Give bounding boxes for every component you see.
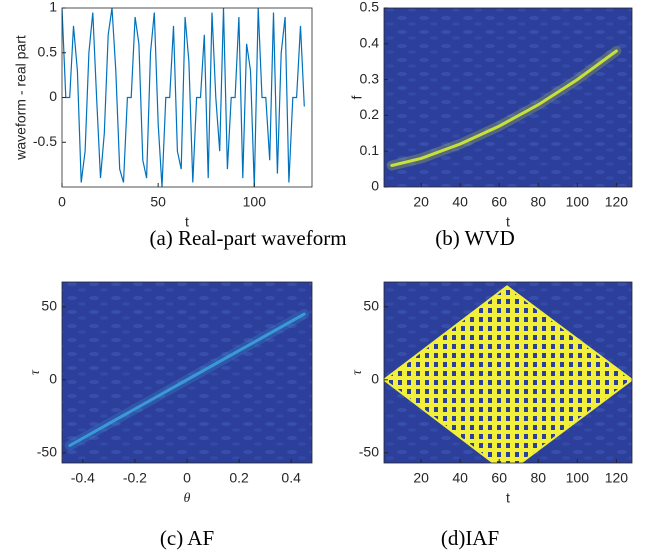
caption: (b) WVD — [435, 226, 515, 250]
y-tick-label: 50 — [41, 298, 57, 314]
x-tick-label: 20 — [413, 194, 429, 210]
ridge — [390, 49, 618, 167]
x-tick-label: 100 — [566, 470, 590, 486]
y-tick-label: -0.5 — [33, 133, 57, 149]
axes-box — [383, 7, 633, 188]
x-axis-label: t — [506, 214, 510, 230]
x-tick-label: 0.2 — [229, 470, 249, 486]
plot-area — [384, 282, 632, 463]
x-tick-label: 80 — [530, 470, 546, 486]
y-tick-label: 0.5 — [38, 43, 58, 59]
y-axis-label: τ — [28, 369, 43, 375]
x-tick-label: 80 — [530, 194, 546, 210]
subplot: 20 40 60 80 100 120 -50 0 50 t τ (d)IAF — [350, 281, 633, 550]
subplot: 0 50 100 -0.5 0 0.5 1 t waveform - real part (a) … — [13, 0, 347, 250]
x-axis-label: t — [506, 490, 510, 506]
heatmap-texture — [62, 282, 312, 463]
x-tick-label: 0 — [58, 194, 66, 210]
y-tick-label: 0.5 — [360, 0, 380, 15]
y-tick-label: 0 — [49, 371, 57, 387]
caption: (a) Real-part waveform — [149, 226, 346, 250]
x-tick-label: 0 — [183, 470, 191, 486]
y-tick-label: -50 — [359, 443, 379, 459]
x-tick-label: 120 — [605, 470, 629, 486]
x-tick-label: 120 — [605, 194, 629, 210]
x-tick-label: 50 — [150, 194, 166, 210]
ridge — [68, 312, 306, 447]
y-tick-label: 0.2 — [360, 106, 380, 122]
y-tick-label: 1 — [49, 0, 57, 15]
x-tick-label: -0.4 — [71, 470, 95, 486]
x-tick-label: 0.4 — [281, 470, 301, 486]
plot-area — [62, 8, 305, 187]
x-tick-label: 40 — [452, 470, 468, 486]
axes-box — [383, 281, 633, 464]
y-axis-label: τ — [350, 369, 365, 375]
x-tick-label: 100 — [566, 194, 590, 210]
y-tick-label: 0 — [49, 88, 57, 104]
y-tick-label: 0.3 — [360, 70, 380, 86]
subplot: 20 40 60 80 100 120 0 0.1 0.2 0.3 0.4 0.5 t f (b) WVD — [349, 0, 633, 250]
y-tick-label: 0.1 — [360, 142, 380, 158]
y-axis-label: f — [349, 95, 365, 99]
waveform-line — [62, 8, 305, 187]
caption: (c) AF — [160, 526, 214, 550]
caption: (d)IAF — [441, 526, 499, 550]
plot-area — [62, 282, 312, 463]
y-tick-label: 0 — [371, 371, 379, 387]
y-axis-label: waveform - real part — [13, 35, 29, 161]
y-tick-label: -50 — [37, 443, 57, 459]
x-tick-label: 60 — [491, 194, 507, 210]
y-tick-label: 0 — [371, 178, 379, 194]
y-tick-label: 0.4 — [360, 35, 380, 51]
x-axis-label: θ — [184, 491, 191, 506]
subplot: -0.4 -0.2 0 0.2 0.4 -50 0 50 θ τ (c) AF — [28, 281, 313, 550]
energy-region — [384, 285, 632, 463]
x-tick-label: 60 — [491, 470, 507, 486]
y-tick-label: 50 — [363, 298, 379, 314]
x-tick-label: 20 — [413, 470, 429, 486]
x-tick-label: 100 — [243, 194, 267, 210]
x-tick-label: 40 — [452, 194, 468, 210]
plot-area — [384, 8, 632, 187]
x-tick-label: -0.2 — [123, 470, 147, 486]
x-axis-label: t — [185, 214, 189, 230]
